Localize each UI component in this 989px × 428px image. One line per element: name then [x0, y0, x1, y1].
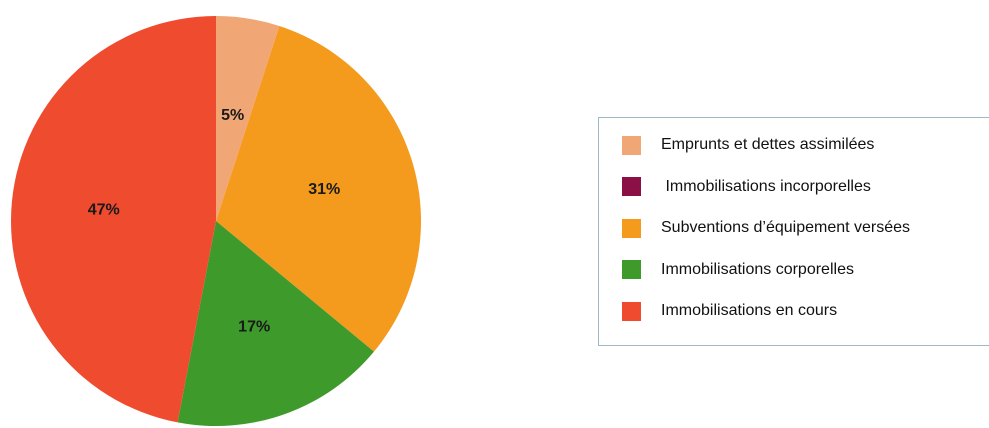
legend-swatch-immobilisations-incorporelles — [622, 177, 641, 196]
legend-item-immobilisations-incorporelles: Immobilisations incorporelles — [622, 177, 989, 197]
legend-label-immobilisations-corporelles: Immobilisations corporelles — [661, 260, 854, 278]
pie-label-immobilisations-en-cours: 47% — [88, 202, 120, 219]
pie-slice-emprunts-et-dettes-assimilees — [216, 16, 280, 221]
legend-label-emprunts: Emprunts et dettes assimilées — [661, 136, 875, 153]
legend-label-immobilisations-incorporelles: Immobilisations incorporelles — [661, 177, 871, 195]
legend-swatch-emprunts — [622, 135, 641, 155]
legend-swatch-immobilisations-corporelles — [622, 260, 641, 279]
pie-plot-area: 5% 31% 17% 47% — [10, 16, 421, 426]
pie-slice-immobilisations-corporelles — [177, 221, 374, 426]
pie-labels: 5% 31% 17% 47% — [88, 107, 341, 335]
legend-swatch-subventions — [622, 218, 641, 238]
legend-item-immobilisations-en-cours: Immobilisations en cours — [622, 301, 989, 321]
pie-label-emprunts-et-dettes-assimilees: 5% — [221, 107, 244, 124]
pie-label-immobilisations-corporelles: 17% — [238, 318, 270, 335]
pie-slices — [10, 16, 421, 426]
legend-item-subventions: Subventions d’équipement versées — [622, 218, 989, 238]
legend-item-immobilisations-corporelles: Immobilisations corporelles — [622, 260, 989, 280]
pie-slice-subventions-d-equipement-versees — [216, 26, 421, 352]
legend-swatch-immobilisations-en-cours — [622, 301, 641, 321]
legend-item-emprunts: Emprunts et dettes assimilées — [622, 135, 989, 155]
legend: Emprunts et dettes assimilées Immobilisa… — [598, 117, 989, 346]
pie-slice-immobilisations-en-cours — [10, 16, 217, 423]
legend-label-immobilisations-en-cours: Immobilisations en cours — [661, 302, 838, 319]
pie-label-subventions-d-equipement-versees: 31% — [308, 181, 340, 198]
legend-label-subventions: Subventions d’équipement versées — [661, 219, 911, 236]
